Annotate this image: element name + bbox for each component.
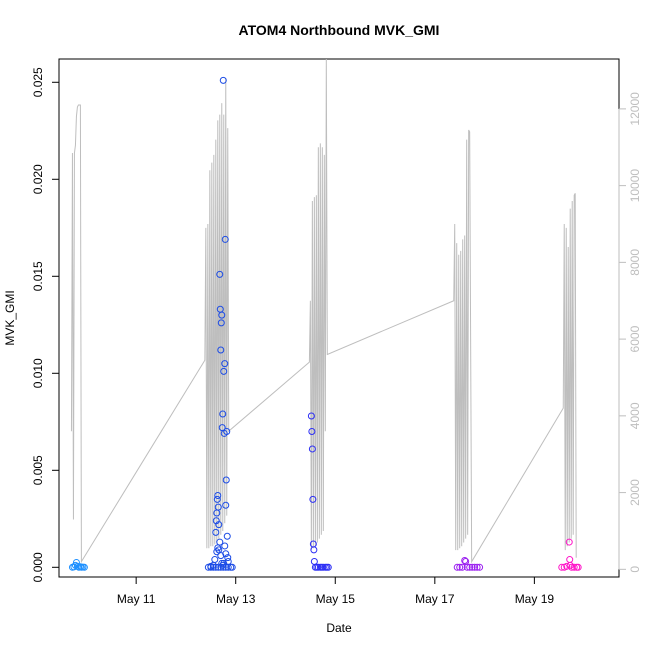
data-point [212, 563, 220, 571]
y-tick-label-right: 8000 [628, 249, 642, 276]
data-point [219, 563, 227, 571]
y-tick-label-left: 0.025 [31, 67, 45, 97]
data-point [308, 427, 316, 435]
x-axis: May 11 May 13 May 15 May 17 May 19 [117, 576, 555, 606]
data-point [310, 557, 318, 565]
chart-title: ATOM4 Northbound MVK_GMI [239, 22, 440, 38]
data-point [217, 346, 225, 354]
data-point [565, 538, 573, 546]
y-tick-label-left: 0.000 [31, 552, 45, 582]
right-axis-line-0 [70, 58, 577, 564]
data-point [319, 563, 327, 571]
data-point [471, 563, 479, 571]
x-tick-label: May 15 [316, 592, 356, 606]
series-1 [204, 76, 236, 571]
data-point [222, 476, 230, 484]
right-axis-line-layer [70, 58, 577, 564]
data-point [216, 270, 224, 278]
y-tick-label-left: 0.020 [31, 164, 45, 194]
series-4 [558, 538, 582, 571]
data-point [458, 563, 466, 571]
y-tick-label-right: 0 [628, 566, 642, 573]
data-point [216, 538, 224, 546]
data-point [214, 503, 222, 511]
y-tick-label-right: 12000 [628, 92, 642, 126]
points-layer [68, 76, 582, 571]
data-point [221, 360, 229, 368]
data-point [221, 235, 229, 243]
series-3 [453, 557, 484, 571]
x-tick-label: May 11 [117, 592, 156, 606]
data-point [314, 563, 322, 571]
plot-box [58, 58, 620, 578]
data-point [309, 495, 317, 503]
data-point [215, 521, 223, 529]
series-2 [307, 412, 332, 571]
data-point [574, 563, 582, 571]
data-point [217, 563, 225, 571]
data-point [224, 554, 232, 562]
y-axis-right: 0 2000 4000 6000 8000 10000 12000 [618, 92, 642, 573]
data-point [570, 563, 578, 571]
data-point [307, 412, 315, 420]
x-tick-label: May 19 [515, 592, 555, 606]
data-point [222, 501, 230, 509]
data-point [80, 563, 88, 571]
data-point [476, 563, 484, 571]
data-point [212, 528, 220, 536]
data-point [211, 556, 219, 564]
data-point [461, 557, 469, 565]
data-point [209, 563, 217, 571]
data-point [223, 532, 231, 540]
data-point [463, 563, 471, 571]
series-0 [68, 558, 88, 571]
data-point [566, 556, 574, 564]
data-point [213, 495, 221, 503]
data-point [456, 563, 464, 571]
data-point [558, 563, 566, 571]
y-axis-left: 0.000 0.005 0.010 0.015 0.020 0.025 [31, 67, 60, 582]
x-tick-label: May 13 [216, 592, 256, 606]
data-point [223, 427, 231, 435]
data-point [308, 445, 316, 453]
x-axis-title: Date [326, 621, 352, 635]
x-tick-label: May 17 [415, 592, 455, 606]
data-point [217, 319, 225, 327]
y-tick-label-right: 4000 [628, 402, 642, 429]
data-point [473, 563, 481, 571]
data-point [566, 561, 574, 569]
data-point [218, 311, 226, 319]
y-axis-title: MVK_GMI [3, 290, 17, 345]
y-tick-label-right: 10000 [628, 169, 642, 203]
y-tick-label-left: 0.010 [31, 358, 45, 388]
data-point [466, 563, 474, 571]
y-tick-label-left: 0.015 [31, 261, 45, 291]
data-point [220, 367, 228, 375]
data-point [310, 546, 318, 554]
y-tick-label-left: 0.005 [31, 455, 45, 485]
data-point [224, 563, 232, 571]
data-point [219, 410, 227, 418]
y-tick-label-right: 2000 [628, 479, 642, 506]
data-point [228, 563, 236, 571]
data-point [453, 563, 461, 571]
data-point [214, 563, 222, 571]
y-tick-label-right: 6000 [628, 325, 642, 352]
data-point [222, 550, 230, 558]
data-point [207, 563, 215, 571]
data-point [219, 76, 227, 84]
data-point [468, 563, 476, 571]
data-point [214, 492, 222, 500]
data-point [563, 562, 571, 570]
data-point [213, 548, 221, 556]
data-point [324, 563, 332, 571]
data-point [221, 542, 229, 550]
